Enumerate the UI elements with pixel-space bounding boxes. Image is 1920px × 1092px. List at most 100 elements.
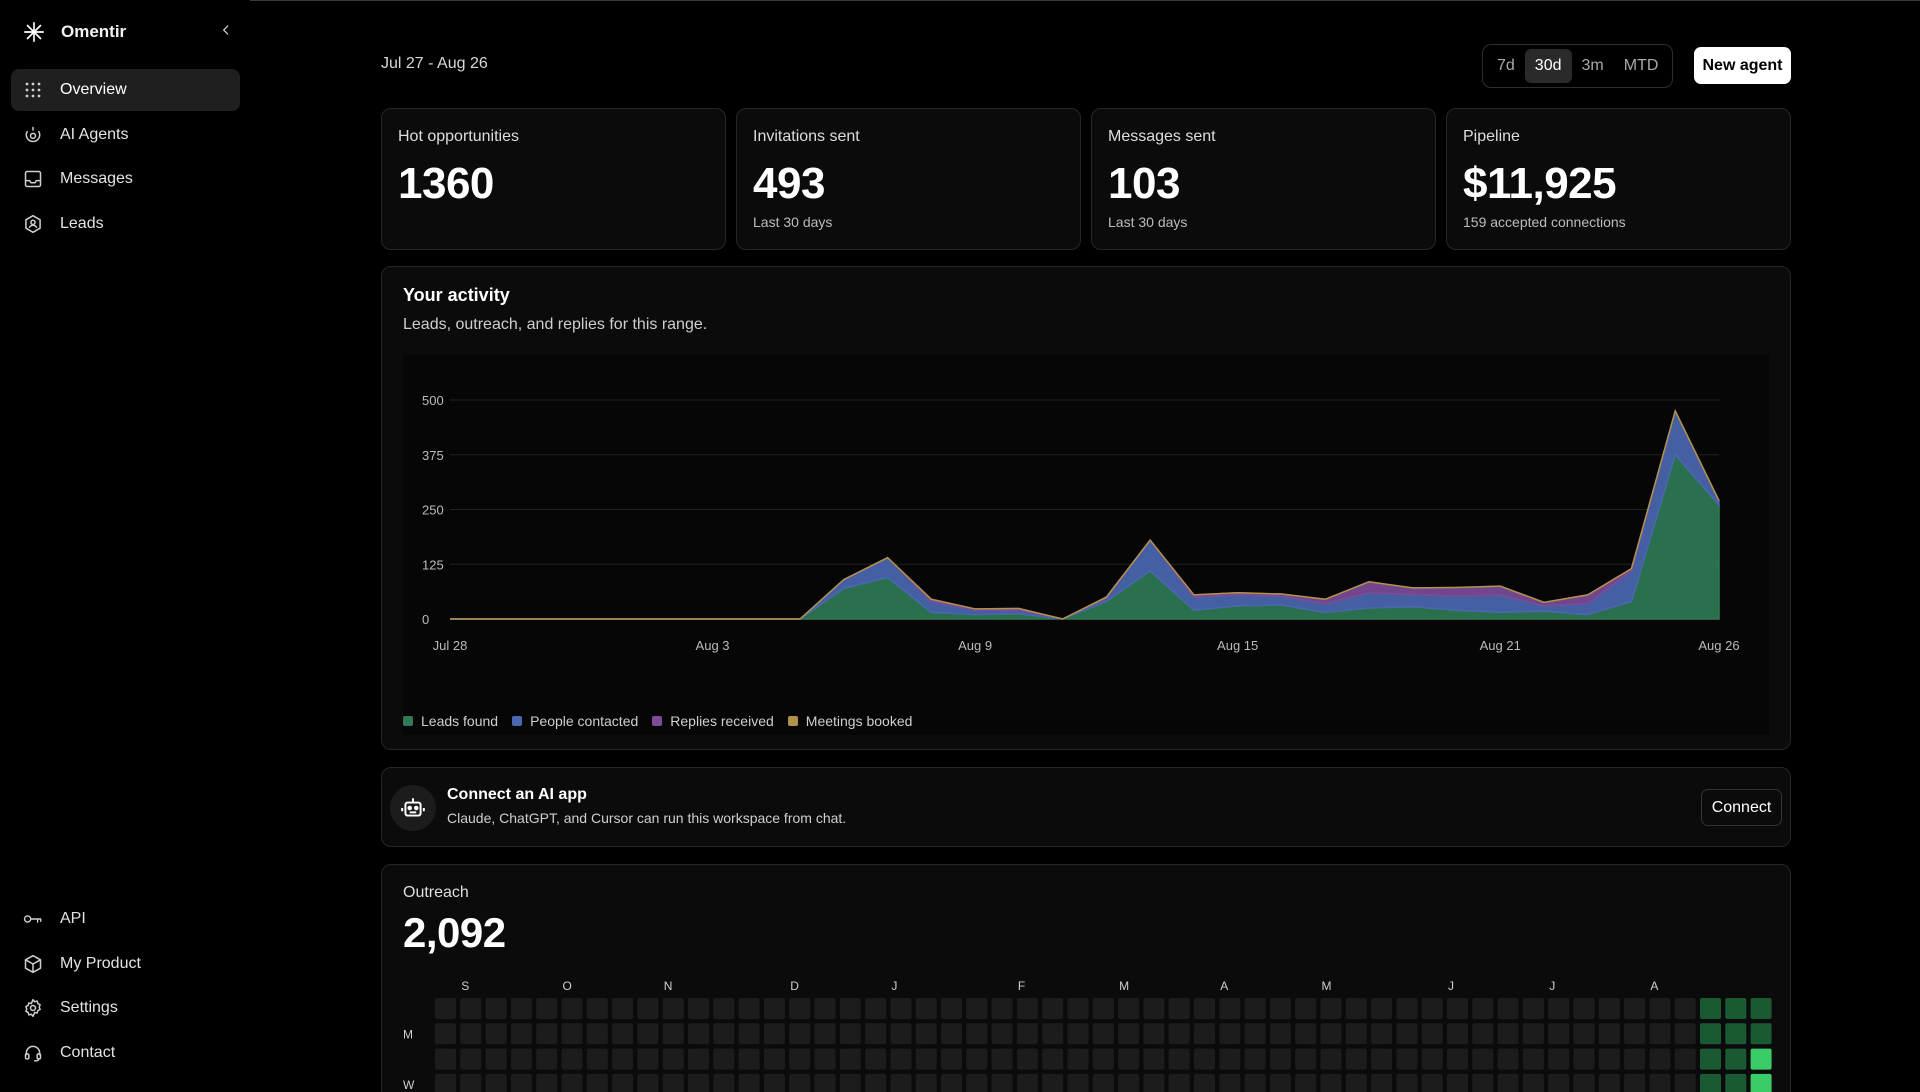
- sidebar-item-settings[interactable]: Settings: [11, 987, 240, 1029]
- heatmap-cell[interactable]: [915, 1023, 937, 1045]
- legend-item-leads[interactable]: Leads found: [403, 713, 498, 729]
- heatmap-cell[interactable]: [1725, 1048, 1747, 1070]
- heatmap-cell[interactable]: [536, 998, 558, 1019]
- heatmap-cell[interactable]: [1244, 1073, 1266, 1092]
- heatmap-cell[interactable]: [1042, 1048, 1064, 1070]
- heatmap-cell[interactable]: [1371, 998, 1393, 1019]
- heatmap-cell[interactable]: [1700, 1023, 1721, 1045]
- heatmap-cell[interactable]: [1725, 1073, 1747, 1092]
- connect-button[interactable]: Connect: [1701, 789, 1782, 826]
- heatmap-cell[interactable]: [1320, 1023, 1342, 1045]
- heatmap-cell[interactable]: [688, 1023, 709, 1045]
- heatmap-cell[interactable]: [713, 998, 735, 1019]
- heatmap-cell[interactable]: [637, 1023, 659, 1045]
- heatmap-cell[interactable]: [1244, 998, 1266, 1019]
- heatmap-cell[interactable]: [1396, 998, 1418, 1019]
- heatmap-cell[interactable]: [688, 998, 709, 1019]
- heatmap-cell[interactable]: [814, 1073, 836, 1092]
- heatmap-cell[interactable]: [612, 998, 634, 1019]
- heatmap-cell[interactable]: [1497, 998, 1519, 1019]
- heatmap-cell[interactable]: [485, 1073, 507, 1092]
- heatmap-cell[interactable]: [1194, 1023, 1215, 1045]
- heatmap-cell[interactable]: [435, 998, 456, 1019]
- heatmap-cell[interactable]: [1143, 1048, 1165, 1070]
- heatmap-cell[interactable]: [536, 1073, 558, 1092]
- heatmap-cell[interactable]: [890, 998, 912, 1019]
- heatmap-cell[interactable]: [1194, 1048, 1215, 1070]
- heatmap-cell[interactable]: [586, 1048, 608, 1070]
- heatmap-cell[interactable]: [1320, 998, 1342, 1019]
- heatmap-cell[interactable]: [839, 1073, 861, 1092]
- heatmap-cell[interactable]: [1143, 998, 1165, 1019]
- heatmap-cell[interactable]: [839, 998, 861, 1019]
- heatmap-cell[interactable]: [1573, 998, 1595, 1019]
- heatmap-cell[interactable]: [435, 1048, 456, 1070]
- heatmap-cell[interactable]: [1042, 998, 1064, 1019]
- heatmap-cell[interactable]: [1269, 1023, 1291, 1045]
- heatmap-cell[interactable]: [1016, 998, 1038, 1019]
- heatmap-cell[interactable]: [763, 998, 785, 1019]
- heatmap-cell[interactable]: [839, 1023, 861, 1045]
- legend-item-replies[interactable]: Replies received: [652, 713, 774, 729]
- heatmap-cell[interactable]: [1219, 1073, 1241, 1092]
- heatmap-cell[interactable]: [763, 1073, 785, 1092]
- series-area-leads-found[interactable]: [450, 453, 1720, 620]
- heatmap-cell[interactable]: [1649, 998, 1671, 1019]
- heatmap-cell[interactable]: [738, 998, 760, 1019]
- heatmap-cell[interactable]: [1497, 1073, 1519, 1092]
- heatmap-cell[interactable]: [460, 1073, 482, 1092]
- heatmap-cell[interactable]: [1092, 998, 1114, 1019]
- legend-item-meetings[interactable]: Meetings booked: [787, 713, 912, 729]
- heatmap-cell[interactable]: [966, 998, 988, 1019]
- heatmap-cell[interactable]: [1067, 1048, 1089, 1070]
- heatmap-cell[interactable]: [1320, 1048, 1342, 1070]
- heatmap-cell[interactable]: [1649, 1048, 1671, 1070]
- heatmap-cell[interactable]: [1345, 1048, 1367, 1070]
- heatmap-cell[interactable]: [1421, 1023, 1443, 1045]
- heatmap-cell[interactable]: [1750, 1023, 1772, 1045]
- heatmap-cell[interactable]: [1700, 1048, 1721, 1070]
- heatmap-cell[interactable]: [1118, 1023, 1140, 1045]
- heatmap-cell[interactable]: [1118, 998, 1140, 1019]
- heatmap-cell[interactable]: [1295, 1048, 1317, 1070]
- heatmap-cell[interactable]: [1750, 998, 1772, 1019]
- sidebar-item-ai-agents[interactable]: AI Agents: [11, 114, 240, 156]
- heatmap-cell[interactable]: [1522, 1048, 1544, 1070]
- heatmap-cell[interactable]: [1168, 1048, 1190, 1070]
- heatmap-cell[interactable]: [1750, 1073, 1772, 1092]
- sidebar-item-my-product[interactable]: My Product: [11, 943, 240, 985]
- heatmap-cell[interactable]: [662, 998, 684, 1019]
- heatmap-cell[interactable]: [1042, 1073, 1064, 1092]
- heatmap-cell[interactable]: [966, 1048, 988, 1070]
- heatmap-cell[interactable]: [688, 1048, 709, 1070]
- heatmap-cell[interactable]: [1522, 1023, 1544, 1045]
- sidebar-item-api[interactable]: API: [11, 898, 240, 940]
- new-agent-button[interactable]: New agent: [1694, 47, 1791, 84]
- heatmap-cell[interactable]: [713, 1073, 735, 1092]
- heatmap-cell[interactable]: [1067, 1023, 1089, 1045]
- heatmap-cell[interactable]: [1598, 1048, 1620, 1070]
- heatmap-cell[interactable]: [1447, 1023, 1468, 1045]
- heatmap-cell[interactable]: [1447, 1073, 1468, 1092]
- heatmap-cell[interactable]: [1194, 998, 1215, 1019]
- heatmap-cell[interactable]: [1219, 998, 1241, 1019]
- heatmap-cell[interactable]: [1345, 1023, 1367, 1045]
- heatmap-cell[interactable]: [1092, 1023, 1114, 1045]
- heatmap-cell[interactable]: [941, 1048, 962, 1070]
- heatmap-cell[interactable]: [1269, 998, 1291, 1019]
- range-30d-button[interactable]: 30d: [1524, 49, 1572, 83]
- heatmap-cell[interactable]: [1497, 1023, 1519, 1045]
- heatmap-cell[interactable]: [1244, 1023, 1266, 1045]
- heatmap-cell[interactable]: [1624, 1023, 1646, 1045]
- heatmap-cell[interactable]: [1649, 1023, 1671, 1045]
- heatmap-cell[interactable]: [738, 1073, 760, 1092]
- heatmap-cell[interactable]: [1016, 1048, 1038, 1070]
- heatmap-cell[interactable]: [1522, 1073, 1544, 1092]
- heatmap-cell[interactable]: [1598, 1073, 1620, 1092]
- heatmap-cell[interactable]: [536, 1023, 558, 1045]
- heatmap-cell[interactable]: [1573, 1073, 1595, 1092]
- heatmap-cell[interactable]: [485, 998, 507, 1019]
- heatmap-cell[interactable]: [1573, 1023, 1595, 1045]
- heatmap-cell[interactable]: [460, 1023, 482, 1045]
- heatmap-cell[interactable]: [1624, 998, 1646, 1019]
